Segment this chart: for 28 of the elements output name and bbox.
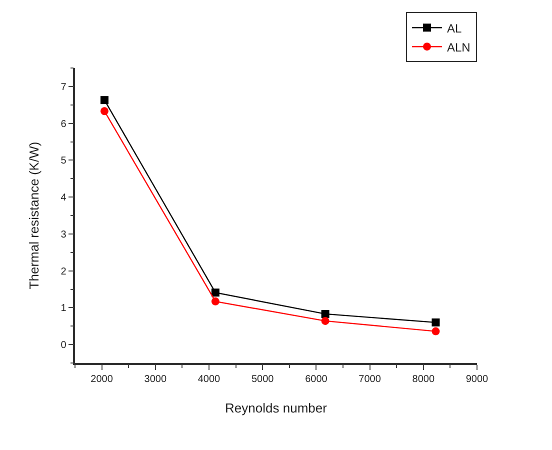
point [211,297,220,306]
x-tick-label: 9000 [466,374,489,385]
point [211,288,220,297]
y-tick-label: 7 [60,82,67,93]
point [432,327,440,336]
y-axis-title: Thermal resistance (K/W) [26,142,42,290]
y-tick-label: 1 [60,303,67,314]
point [432,318,440,326]
x-tick-label: 3000 [144,374,167,385]
y-tick-label: 5 [60,156,67,167]
x-axis-title: Reynolds number [225,400,328,416]
x-tick-label: 2000 [90,374,114,385]
legend-label: AL [447,21,462,36]
y-tick-label: 3 [60,229,67,240]
y-tick-label: 4 [60,192,67,204]
point [100,107,108,116]
x-tick-label: 8000 [412,374,435,385]
y-tick-label: 0 [60,340,67,352]
point [321,316,330,325]
legend-label: ALN [447,40,470,54]
point [321,310,330,318]
x-tick-label: 4000 [198,374,221,385]
x-tick-label: 5000 [251,374,274,385]
x-tick-label: 6000 [305,374,328,385]
y-tick-label: 6 [60,118,67,130]
x-tick-label: 7000 [358,374,382,385]
y-tick-label: 2 [60,266,67,278]
point [100,96,108,104]
